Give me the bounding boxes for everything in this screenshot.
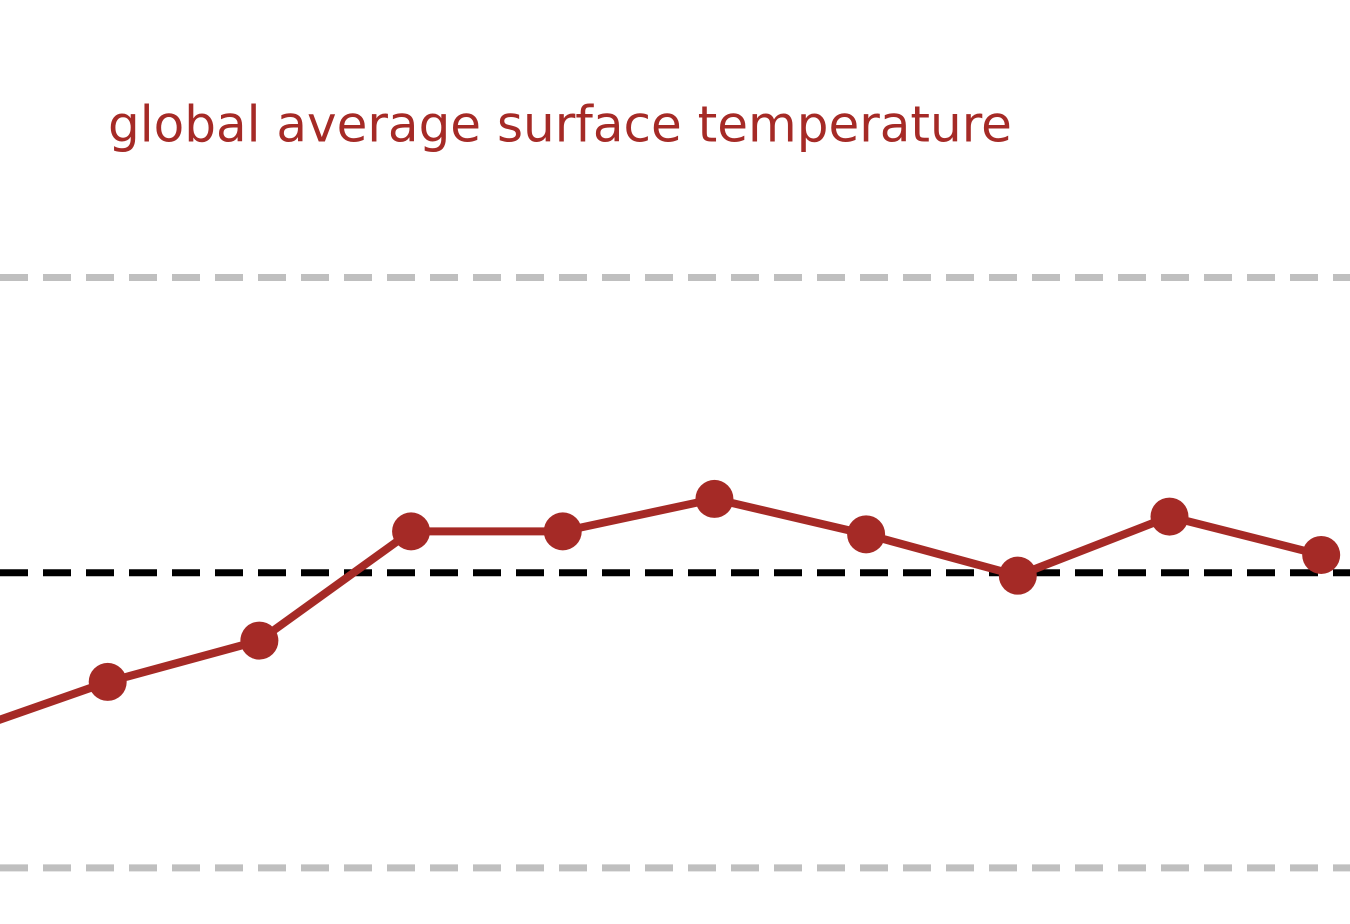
point (847, 515, 886, 554)
point (998, 556, 1037, 595)
chart-title: global average surface temperature (108, 96, 1012, 154)
point (543, 512, 582, 551)
point (392, 512, 431, 551)
point (88, 662, 127, 701)
point (695, 479, 734, 518)
point (1150, 497, 1189, 536)
line (0, 494, 1323, 724)
point (1302, 535, 1341, 574)
point (240, 621, 279, 660)
